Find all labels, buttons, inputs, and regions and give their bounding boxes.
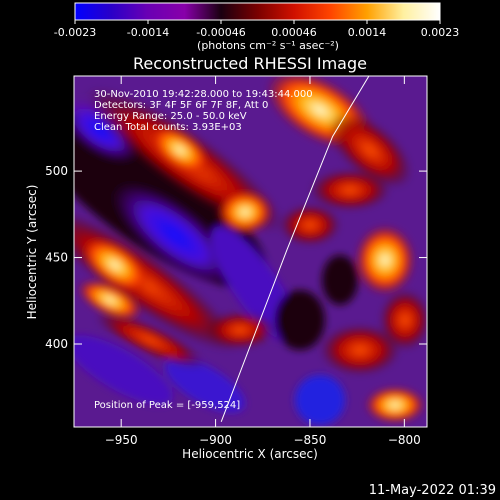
annotation-total-counts: Clean Total counts: 3.93E+03 (94, 122, 242, 133)
y-tick-label: 400 (45, 337, 68, 351)
peak-position-label: Position of Peak = [-959,524] (94, 400, 240, 411)
colorbar-tick-label: -0.0023 (54, 26, 96, 39)
x-axis-title: Heliocentric X (arcsec) (182, 447, 318, 461)
annotation-energy-range: Energy Range: 25.0 - 50.0 keV (94, 111, 247, 122)
solar-limb-line (220, 76, 370, 422)
axis-ticks: −950 −900 −850 −800 400 450 500 (45, 76, 427, 447)
x-tick-label: −800 (388, 433, 421, 447)
colorbar-unit-label: (photons cm⁻² s⁻¹ asec⁻²) (197, 39, 339, 52)
colorbar-tick-label: 0.00046 (271, 26, 317, 39)
y-tick-label: 450 (45, 251, 68, 265)
colorbar-ticks: -0.0023 -0.0014 -0.00046 0.00046 0.0014 0.002… (54, 20, 459, 39)
x-tick-label: −900 (199, 433, 232, 447)
colorbar-tick-label: 0.0023 (421, 26, 460, 39)
colorbar-tick-label: 0.0014 (348, 26, 387, 39)
y-tick-label: 500 (45, 164, 68, 178)
colorbar (74, 2, 441, 21)
chart-title: Reconstructed RHESSI Image (133, 54, 367, 73)
annotation-detectors: Detectors: 3F 4F 5F 6F 7F 8F, Att 0 (94, 100, 268, 111)
x-tick-label: −950 (105, 433, 138, 447)
plot-frame (73, 75, 428, 428)
colorbar-tick-label: -0.00046 (196, 26, 245, 39)
annotation-time-range: 30-Nov-2010 19:42:28.000 to 19:43:44.000 (94, 89, 313, 100)
heatmap-image (74, 76, 427, 427)
x-tick-label: −850 (293, 433, 326, 447)
colorbar-tick-label: -0.0014 (127, 26, 169, 39)
y-axis-title: Heliocentric Y (arcsec) (25, 185, 39, 320)
timestamp: 11-May-2022 01:39 (369, 483, 496, 498)
